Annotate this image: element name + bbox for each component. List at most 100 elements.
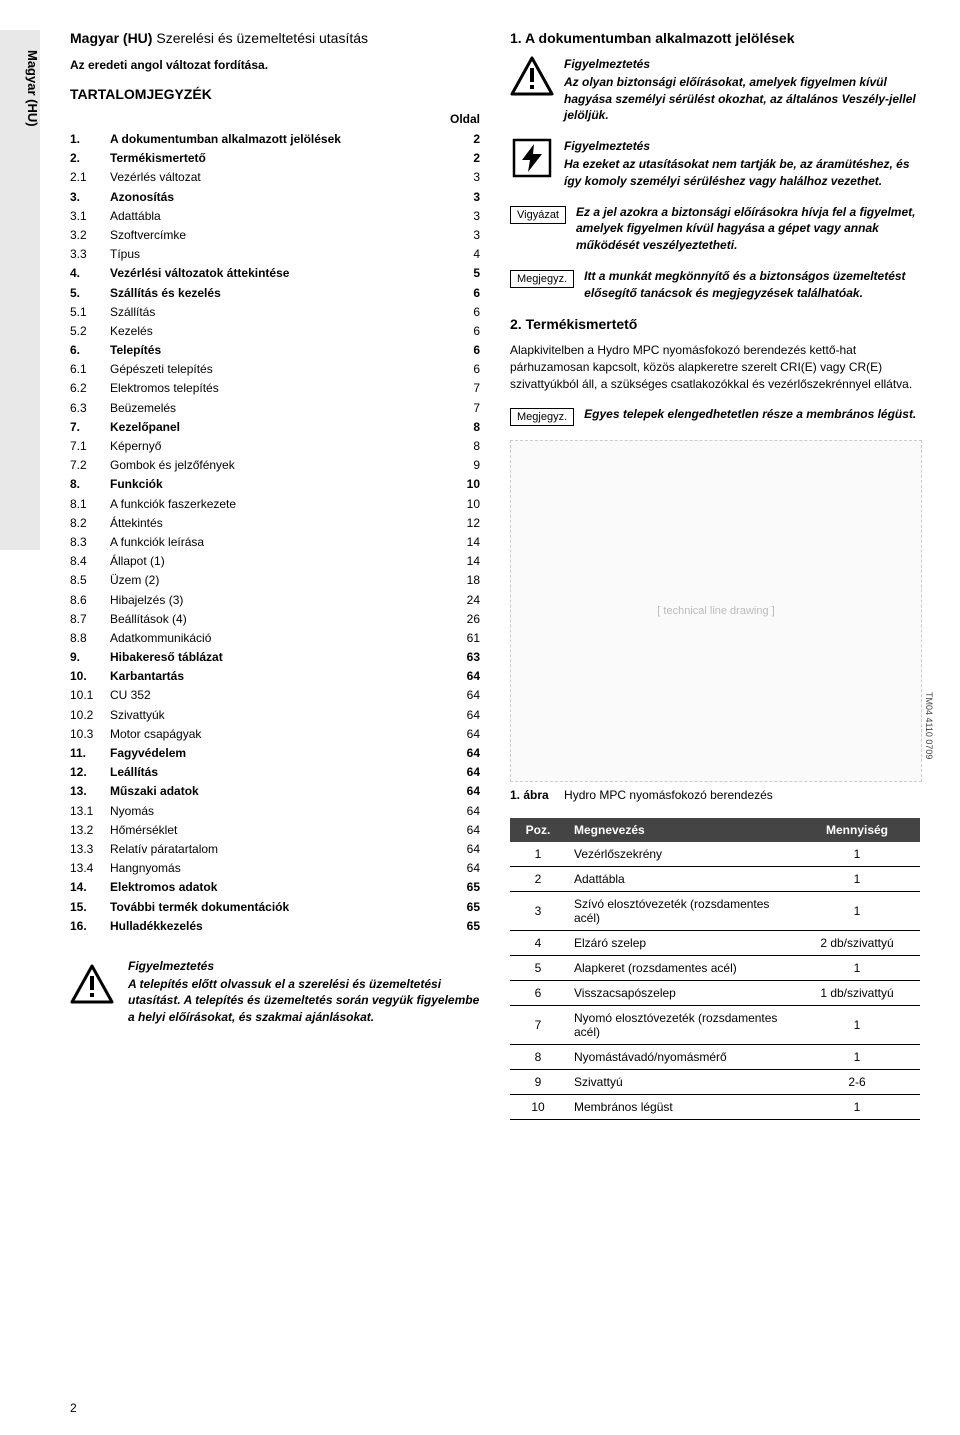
toc-page: 12 <box>450 514 480 533</box>
notice-caution: Vigyázat Ez a jel azokra a biztonsági el… <box>510 204 920 254</box>
toc-page: 10 <box>450 475 480 494</box>
table-row: 6Visszacsapószelep1 db/szivattyú <box>510 980 920 1005</box>
toc-text: Termékismertető <box>110 149 450 168</box>
cell-name: Nyomástávadó/nyomásmérő <box>566 1044 794 1069</box>
toc-page: 3 <box>450 188 480 207</box>
toc-row: 8.3A funkciók leírása14 <box>70 533 480 552</box>
toc-number: 2. <box>70 149 110 168</box>
toc-number: 6.1 <box>70 360 110 379</box>
toc-page: 10 <box>450 495 480 514</box>
cell-pos: 2 <box>510 866 566 891</box>
toc-number: 13. <box>70 782 110 801</box>
table-row: 3Szívó elosztóvezeték (rozsdamentes acél… <box>510 891 920 930</box>
toc-page: 8 <box>450 437 480 456</box>
toc-number: 6. <box>70 341 110 360</box>
toc-number: 13.4 <box>70 859 110 878</box>
notice-warning-1-text: Figyelmeztetés Az olyan biztonsági előír… <box>564 56 920 124</box>
figure-1-caption-num: 1. ábra <box>510 788 549 802</box>
install-warning: Figyelmeztetés A telepítés előtt olvassu… <box>70 958 480 1026</box>
figure-1: [ technical line drawing ] TM04 4110 070… <box>510 440 920 780</box>
toc-number: 10.1 <box>70 686 110 705</box>
right-column: 1. A dokumentumban alkalmazott jelölések… <box>510 30 920 1120</box>
toc-page: 2 <box>450 149 480 168</box>
cell-qty: 1 <box>794 955 920 980</box>
toc-row: 8.8Adatkommunikáció61 <box>70 629 480 648</box>
cell-name: Elzáró szelep <box>566 930 794 955</box>
toc-row: 3.Azonosítás3 <box>70 188 480 207</box>
cell-qty: 2 db/szivattyú <box>794 930 920 955</box>
toc-text: Kezelőpanel <box>110 418 450 437</box>
toc-row: 6.3Beüzemelés7 <box>70 399 480 418</box>
toc-row: 2.Termékismertető2 <box>70 149 480 168</box>
notice-warning-1-body: Az olyan biztonsági előírásokat, amelyek… <box>564 75 916 123</box>
table-row: 10Membrános légüst1 <box>510 1094 920 1119</box>
cell-pos: 7 <box>510 1005 566 1044</box>
toc-row: 8.1A funkciók faszerkezete10 <box>70 495 480 514</box>
cell-pos: 4 <box>510 930 566 955</box>
toc-number: 5.2 <box>70 322 110 341</box>
toc-row: 8.Funkciók10 <box>70 475 480 494</box>
toc-text: Elektromos adatok <box>110 878 450 897</box>
toc-row: 13.1Nyomás64 <box>70 802 480 821</box>
toc-row: 2.1Vezérlés változat3 <box>70 168 480 187</box>
toc-text: A funkciók leírása <box>110 533 450 552</box>
toc-page: 26 <box>450 610 480 629</box>
toc-text: Hőmérséklet <box>110 821 450 840</box>
toc-text: Adattábla <box>110 207 450 226</box>
notice-caution-body: Ez a jel azokra a biztonsági előírásokra… <box>576 204 920 254</box>
cell-pos: 6 <box>510 980 566 1005</box>
cell-name: Szívó elosztóvezeték (rozsdamentes acél) <box>566 891 794 930</box>
toc-row: 5.2Kezelés6 <box>70 322 480 341</box>
toc-number: 10. <box>70 667 110 686</box>
toc-page: 9 <box>450 456 480 475</box>
toc-page: 7 <box>450 399 480 418</box>
section-2-note-body: Egyes telepek elengedhetetlen része a me… <box>584 406 916 423</box>
caution-label: Vigyázat <box>510 206 566 224</box>
toc-number: 7.1 <box>70 437 110 456</box>
table-row: 2Adattábla1 <box>510 866 920 891</box>
toc-row: 3.1Adattábla3 <box>70 207 480 226</box>
toc-number: 13.1 <box>70 802 110 821</box>
notice-warning-1-lead: Figyelmeztetés <box>564 56 920 73</box>
toc-text: Gépészeti telepítés <box>110 360 450 379</box>
toc-text: Karbantartás <box>110 667 450 686</box>
toc-row: 13.Műszaki adatok64 <box>70 782 480 801</box>
toc-number: 6.2 <box>70 379 110 398</box>
left-column: Magyar (HU) Szerelési és üzemeltetési ut… <box>70 30 480 1120</box>
toc-text: Beüzemelés <box>110 399 450 418</box>
cell-pos: 10 <box>510 1094 566 1119</box>
toc-page: 8 <box>450 418 480 437</box>
document-subtitle: Az eredeti angol változat fordítása. <box>70 58 480 72</box>
section-2-heading: 2. Termékismertető <box>510 316 920 332</box>
figure-1-caption: 1. ábra Hydro MPC nyomásfokozó berendezé… <box>510 788 920 802</box>
toc-row: 5.1Szállítás6 <box>70 303 480 322</box>
table-row: 1Vezérlőszekrény1 <box>510 842 920 867</box>
toc-page: 64 <box>450 859 480 878</box>
toc-text: Hibajelzés (3) <box>110 591 450 610</box>
toc-row: 10.2Szivattyúk64 <box>70 706 480 725</box>
th-pos: Poz. <box>510 818 566 842</box>
toc-row: 6.1Gépészeti telepítés6 <box>70 360 480 379</box>
toc-number: 12. <box>70 763 110 782</box>
toc-page: 2 <box>450 130 480 149</box>
figure-1-image: [ technical line drawing ] <box>510 440 922 782</box>
toc-number: 2.1 <box>70 168 110 187</box>
voltage-warning-icon <box>510 138 554 178</box>
notice-note-body: Itt a munkát megkönnyítő és a biztonságo… <box>584 268 920 302</box>
toc-number: 8.6 <box>70 591 110 610</box>
toc-row: 13.2Hőmérséklet64 <box>70 821 480 840</box>
toc-page: 64 <box>450 725 480 744</box>
toc-row: 8.4Állapot (1)14 <box>70 552 480 571</box>
toc-number: 5. <box>70 284 110 303</box>
notice-warning-1: Figyelmeztetés Az olyan biztonsági előír… <box>510 56 920 124</box>
side-language-tab: Magyar (HU) <box>0 30 40 550</box>
figure-1-code: TM04 4110 0709 <box>924 692 934 759</box>
toc-row: 7.Kezelőpanel8 <box>70 418 480 437</box>
toc-text: Áttekintés <box>110 514 450 533</box>
table-header-row: Poz. Megnevezés Mennyiség <box>510 818 920 842</box>
toc-page: 65 <box>450 878 480 897</box>
table-of-contents: 1.A dokumentumban alkalmazott jelölések2… <box>70 130 480 936</box>
toc-row: 6.2Elektromos telepítés7 <box>70 379 480 398</box>
install-warning-body: A telepítés előtt olvassuk el a szerelés… <box>128 977 479 1025</box>
toc-text: Vezérlés változat <box>110 168 450 187</box>
